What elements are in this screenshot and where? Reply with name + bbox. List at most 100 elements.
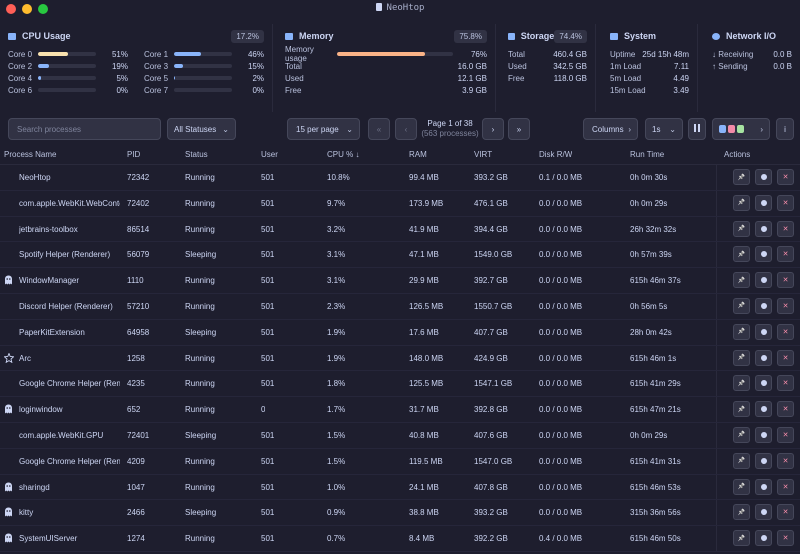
theme-switcher-button[interactable]: › [712,118,770,140]
search-input[interactable]: Search processes [8,118,161,140]
pin-button[interactable]: 📌 [733,297,750,314]
per-page-select[interactable]: 15 per page ⌄ [287,118,360,140]
kill-button[interactable]: ✕ [777,375,794,392]
pin-button[interactable]: 📌 [733,194,750,211]
pin-button[interactable]: 📌 [733,246,750,263]
pin-button[interactable]: 📌 [733,323,750,340]
last-page-button[interactable]: » [508,118,530,140]
next-page-button[interactable]: › [482,118,504,140]
table-row[interactable]: WindowManager 1110 Running 501 3.1% 29.9 MB 39… [0,268,800,294]
info-button[interactable] [755,426,772,443]
table-row[interactable]: Google Chrome Helper (Renderer) 4235 Runni… [0,371,800,398]
header-pid[interactable]: PID [127,150,141,159]
pin-button[interactable]: 📌 [733,452,750,469]
table-row[interactable]: kitty 2466 Sleeping 501 0.9% 38.8 MB 393.2 GB 0… [0,500,800,527]
row-actions: 📌 ✕ [733,426,794,443]
pin-button[interactable]: 📌 [733,375,750,392]
kill-button[interactable]: ✕ [777,272,794,289]
table-row[interactable]: jetbrains-toolbox 86514 Running 501 3.2% 41.9… [0,216,800,243]
table-row[interactable]: SystemUIServer 1274 Running 501 0.7% 8.4 MB 39… [0,526,800,552]
info-button[interactable] [755,194,772,211]
info-button[interactable] [755,272,772,289]
pin-button[interactable]: 📌 [733,426,750,443]
header-disk[interactable]: Disk R/W [539,150,573,159]
kill-button[interactable]: ✕ [777,452,794,469]
info-button[interactable] [755,349,772,366]
kill-button[interactable]: ✕ [777,530,794,547]
info-button[interactable] [755,297,772,314]
table-row[interactable]: loginwindow 652 Running 0 1.7% 31.7 MB 392.8 G… [0,397,800,423]
process-virt: 407.7 GB [474,327,508,337]
maximize-window-button[interactable] [38,4,48,14]
kill-button[interactable]: ✕ [777,426,794,443]
header-user[interactable]: User [261,150,278,159]
kill-button[interactable]: ✕ [777,323,794,340]
refresh-interval-select[interactable]: 1s ⌄ [645,118,683,140]
info-button[interactable] [755,169,772,185]
pause-button[interactable] [688,118,706,140]
kill-button[interactable]: ✕ [777,194,794,211]
header-status[interactable]: Status [185,150,208,159]
prev-page-button[interactable]: ‹ [395,118,417,140]
table-row[interactable]: com.apple.WebKit.WebContent 72402 Running 5… [0,190,800,217]
info-button[interactable]: i [776,118,794,140]
table-row[interactable]: Google Chrome Helper (Renderer) 4209 Runni… [0,448,800,475]
system-panel-header: System [602,24,697,48]
kill-button[interactable]: ✕ [777,401,794,418]
pin-button[interactable]: 📌 [733,401,750,418]
header-process-name[interactable]: Process Name [4,150,57,159]
header-cpu[interactable]: CPU % ↓ [327,150,359,159]
process-disk: 0.0 / 0.0 MB [539,353,583,363]
pin-button[interactable]: 📌 [733,530,750,547]
memory-panel: Memory 75.8% Memory usage 76% Total 16.0 … [277,24,496,112]
first-page-button[interactable]: « [368,118,390,140]
info-button[interactable] [755,530,772,547]
table-row[interactable]: PaperKitExtension 64958 Sleeping 501 1.9% 17.… [0,319,800,346]
process-ram: 126.5 MB [409,301,444,311]
pin-button[interactable]: 📌 [733,478,750,495]
info-button[interactable] [755,323,772,340]
system-value: 4.49 [673,73,689,83]
kill-button[interactable]: ✕ [777,504,794,521]
header-runtime[interactable]: Run Time [630,150,665,159]
pin-button[interactable]: 📌 [733,349,750,366]
info-button[interactable] [755,504,772,521]
process-status: Running [185,198,215,208]
pin-button[interactable]: 📌 [733,220,750,237]
status-filter-select[interactable]: All Statuses ⌄ [167,118,236,140]
info-button[interactable] [755,478,772,495]
pin-button[interactable]: 📌 [733,504,750,521]
info-button[interactable] [755,375,772,392]
pin-button[interactable]: 📌 [733,169,750,185]
info-button[interactable] [755,220,772,237]
close-window-button[interactable] [6,4,16,14]
table-row[interactable]: Spotify Helper (Renderer) 56079 Sleeping 50… [0,242,800,269]
columns-button[interactable]: Columns › [583,118,638,140]
kill-button[interactable]: ✕ [777,169,794,185]
row-actions: 📌 ✕ [733,220,794,237]
header-ram[interactable]: RAM [409,150,427,159]
kill-button[interactable]: ✕ [777,349,794,366]
process-name: loginwindow [19,405,63,415]
table-row[interactable]: com.apple.WebKit.GPU 72401 Sleeping 501 1.5%… [0,422,800,449]
row-actions: 📌 ✕ [733,246,794,263]
process-ram: 24.1 MB [409,482,439,492]
page-label: Page 1 of 38 [427,119,473,128]
table-row[interactable]: NeoHtop 72342 Running 501 10.8% 99.4 MB 393.2 … [0,165,800,191]
kill-button[interactable]: ✕ [777,220,794,237]
minimize-window-button[interactable] [22,4,32,14]
process-ram: 41.9 MB [409,224,439,234]
pin-button[interactable]: 📌 [733,272,750,289]
table-row[interactable]: sharingd 1047 Running 501 1.0% 24.1 MB 407.8 G… [0,474,800,501]
header-virt[interactable]: VIRT [474,150,493,159]
info-icon [760,535,767,542]
kill-button[interactable]: ✕ [777,478,794,495]
chevron-down-icon: ⌄ [669,124,676,134]
kill-button[interactable]: ✕ [777,297,794,314]
table-row[interactable]: Discord Helper (Renderer) 57210 Running 501… [0,293,800,320]
kill-button[interactable]: ✕ [777,246,794,263]
info-button[interactable] [755,401,772,418]
table-row[interactable]: Arc 1258 Running 501 1.9% 148.0 MB 424.9 GB 0.0… [0,345,800,372]
info-button[interactable] [755,246,772,263]
info-button[interactable] [755,452,772,469]
